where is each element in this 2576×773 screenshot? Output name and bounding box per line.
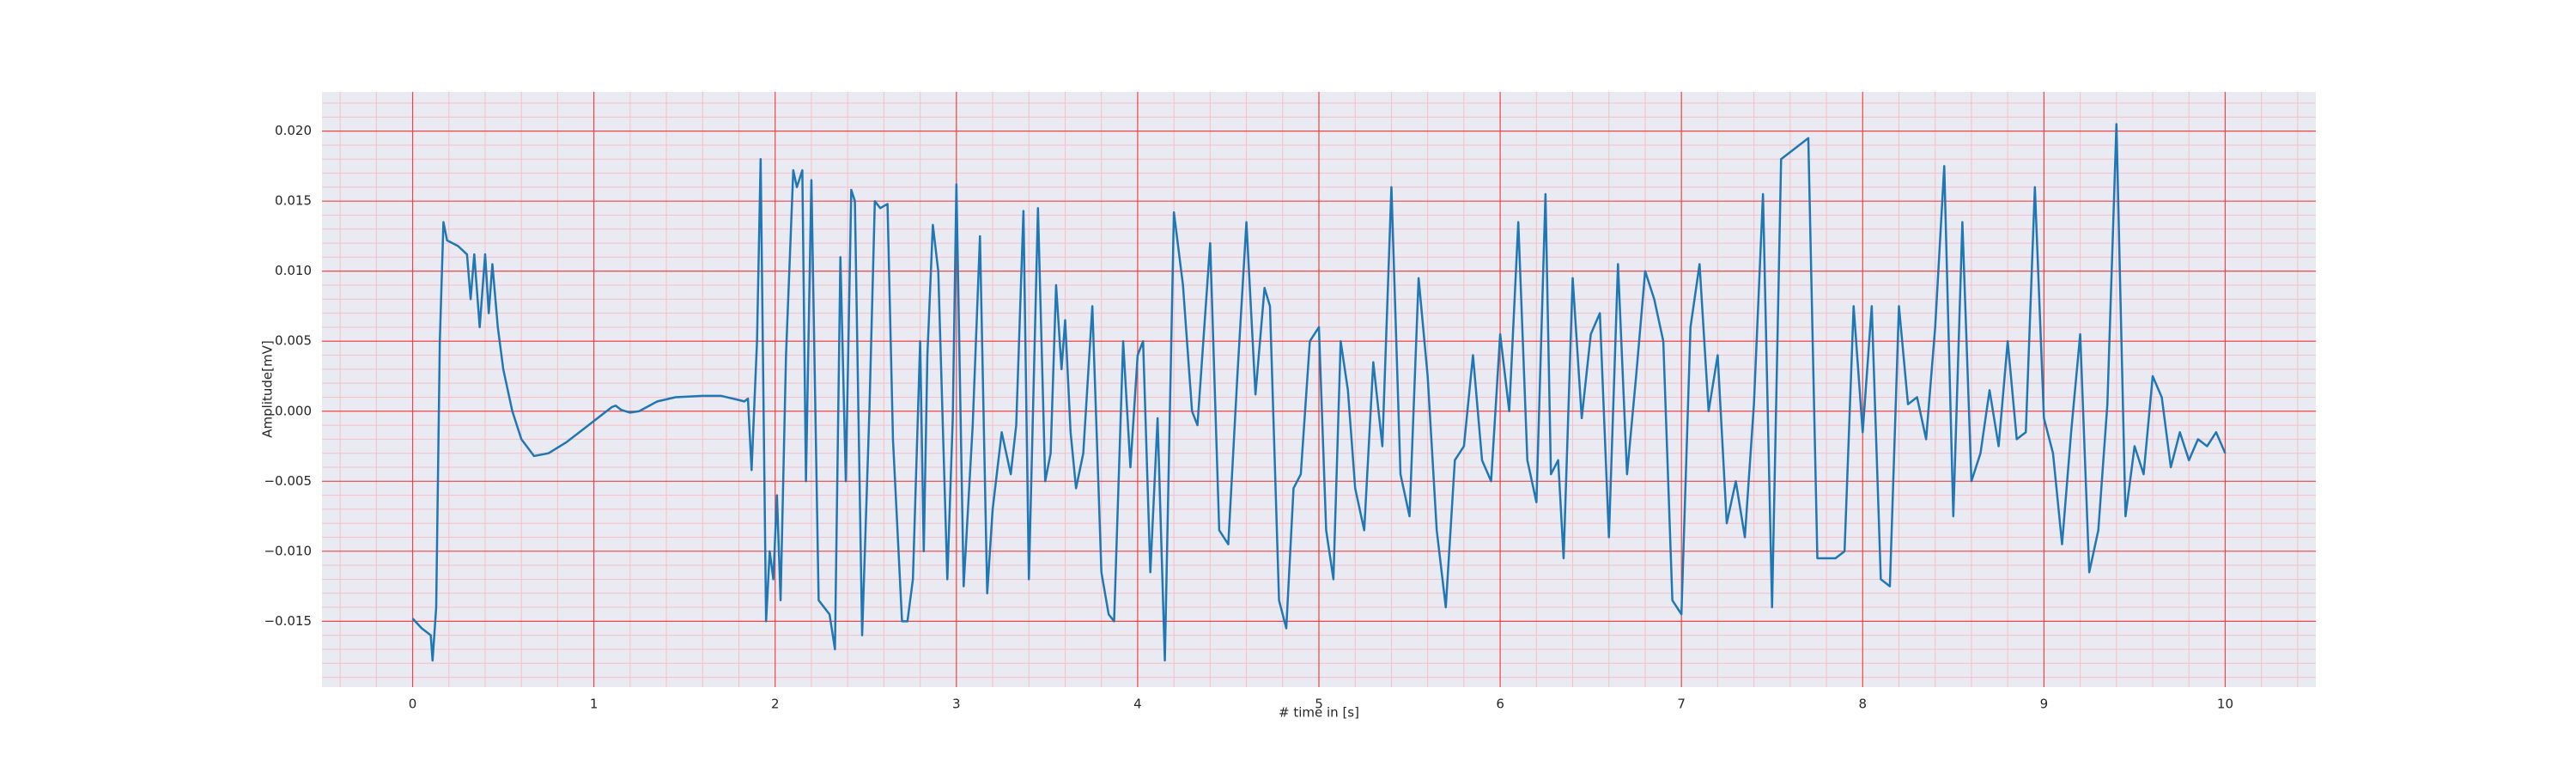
- y-tick-label: 0.015: [275, 193, 312, 209]
- x-tick-label: 6: [1496, 697, 1504, 712]
- y-tick-label: 0.010: [275, 263, 312, 278]
- y-tick-label: 0.020: [275, 123, 312, 138]
- x-tick-label: 4: [1133, 697, 1142, 712]
- y-tick-label: −0.010: [264, 543, 312, 558]
- y-tick-label: 0.005: [275, 333, 312, 349]
- x-axis-label: # time in [s]: [1279, 705, 1359, 721]
- x-tick-label: 7: [1677, 697, 1686, 712]
- x-tick-label: 2: [771, 697, 780, 712]
- y-tick-label: 0.000: [275, 403, 312, 418]
- x-tick-label: 10: [2217, 697, 2233, 712]
- y-tick-label: −0.015: [264, 613, 312, 629]
- x-tick-label: 5: [1315, 697, 1323, 712]
- x-tick-label: 3: [952, 697, 961, 712]
- y-tick-label: −0.005: [264, 473, 312, 489]
- x-tick-label: 9: [2040, 697, 2049, 712]
- data-line: [411, 123, 2227, 662]
- y-axis-label: Amplitude[mV]: [260, 340, 276, 437]
- x-tick-label: 1: [590, 697, 598, 712]
- x-tick-label: 8: [1858, 697, 1867, 712]
- x-tick-label: 0: [409, 697, 417, 712]
